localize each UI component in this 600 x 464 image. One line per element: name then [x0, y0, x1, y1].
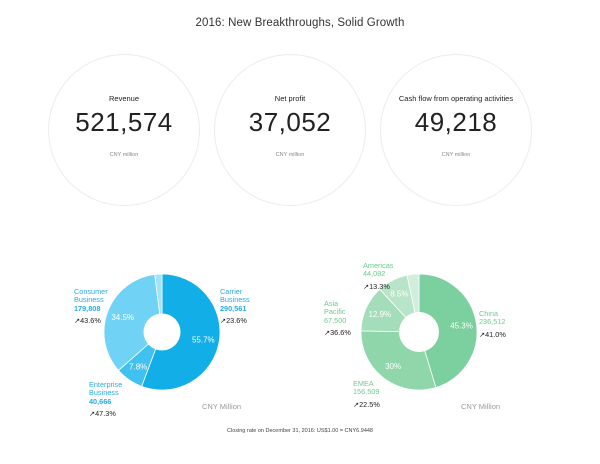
label-name: Pacific: [324, 307, 346, 317]
slice-percent-label: 45.3%: [450, 321, 473, 330]
kpi-value: 521,574: [75, 107, 173, 137]
kpi-label: Cash flow from operating activities: [398, 94, 514, 103]
label-name: Enterprise: [89, 380, 123, 389]
label-value: 179,808: [74, 303, 101, 313]
slice-percent-label: 30%: [385, 362, 401, 371]
label-growth: ↗23.6%: [220, 315, 247, 325]
label-value: 290,561: [220, 303, 247, 313]
slice-percent-label: 12.9%: [368, 310, 391, 319]
label-value: 44,082: [363, 269, 386, 279]
label-growth: ↗47.3%: [89, 408, 116, 418]
kpi-unit: CNY million: [441, 152, 471, 158]
label-name: China: [479, 309, 499, 318]
chart-unit: CNY Million: [461, 402, 501, 411]
label-name: Asia: [324, 299, 339, 308]
label-value: 40,666: [89, 396, 112, 406]
label-consumer-business: Consumer Business 179,808 ↗43.6%: [74, 287, 108, 325]
label-name: Business: [220, 295, 250, 305]
pie-slice: [103, 274, 163, 371]
kpi-net-profit: Net profit 37,052 CNY million: [214, 54, 366, 206]
slice-percent-label: 55.7%: [192, 335, 215, 344]
label-value: 67,500: [324, 315, 347, 325]
label-value: 236,512: [479, 317, 506, 327]
kpi-value: 49,218: [414, 107, 498, 137]
donut-hole: [399, 312, 439, 352]
label-asia-pacific: Asia Pacific 67,500 ↗36.6%: [324, 299, 351, 337]
label-name: Business: [89, 388, 119, 398]
donut-hole: [143, 313, 181, 351]
kpi-revenue: Revenue 521,574 CNY million: [48, 54, 200, 206]
page-title: 2016: New Breakthroughs, Solid Growth: [195, 17, 405, 29]
slice-percent-label: 8.5%: [390, 290, 408, 299]
kpi-value: 37,052: [248, 107, 332, 137]
chart-unit: CNY Million: [202, 402, 242, 411]
pie-slice: [141, 273, 221, 391]
kpi-unit: CNY million: [275, 152, 305, 158]
kpi-unit: CNY million: [109, 152, 139, 158]
slice-percent-label: 7.8%: [129, 362, 147, 371]
footnote: Closing rate on December 31, 2016: US$1.…: [227, 428, 373, 434]
label-name: EMEA: [353, 379, 374, 388]
label-name: Business: [74, 295, 104, 305]
label-growth: ↗41.0%: [479, 329, 506, 339]
label-emea: EMEA 156,509 ↗22.5%: [353, 379, 380, 409]
kpi-label: Net profit: [274, 94, 306, 103]
label-growth: ↗22.5%: [353, 399, 380, 409]
label-name: Carrier: [220, 287, 243, 296]
label-americas: Americas 44,082 ↗13.3%: [363, 261, 394, 291]
label-growth: ↗36.6%: [324, 327, 351, 337]
label-name: Consumer: [74, 287, 108, 296]
kpi-cash-flow: Cash flow from operating activities 49,2…: [380, 54, 532, 206]
label-china: China 236,512 ↗41.0%: [479, 309, 506, 339]
label-enterprise-business: Enterprise Business 40,666 ↗47.3%: [89, 380, 123, 418]
kpi-label: Revenue: [108, 94, 140, 103]
label-growth: ↗43.6%: [74, 315, 101, 325]
label-growth: ↗13.3%: [363, 281, 390, 291]
slice-percent-label: 34.5%: [111, 313, 134, 322]
label-value: 156,509: [353, 387, 380, 397]
label-name: Americas: [363, 261, 394, 270]
pie-slice: [418, 273, 478, 388]
label-carrier-business: Carrier Business 290,561 ↗23.6%: [220, 287, 250, 325]
